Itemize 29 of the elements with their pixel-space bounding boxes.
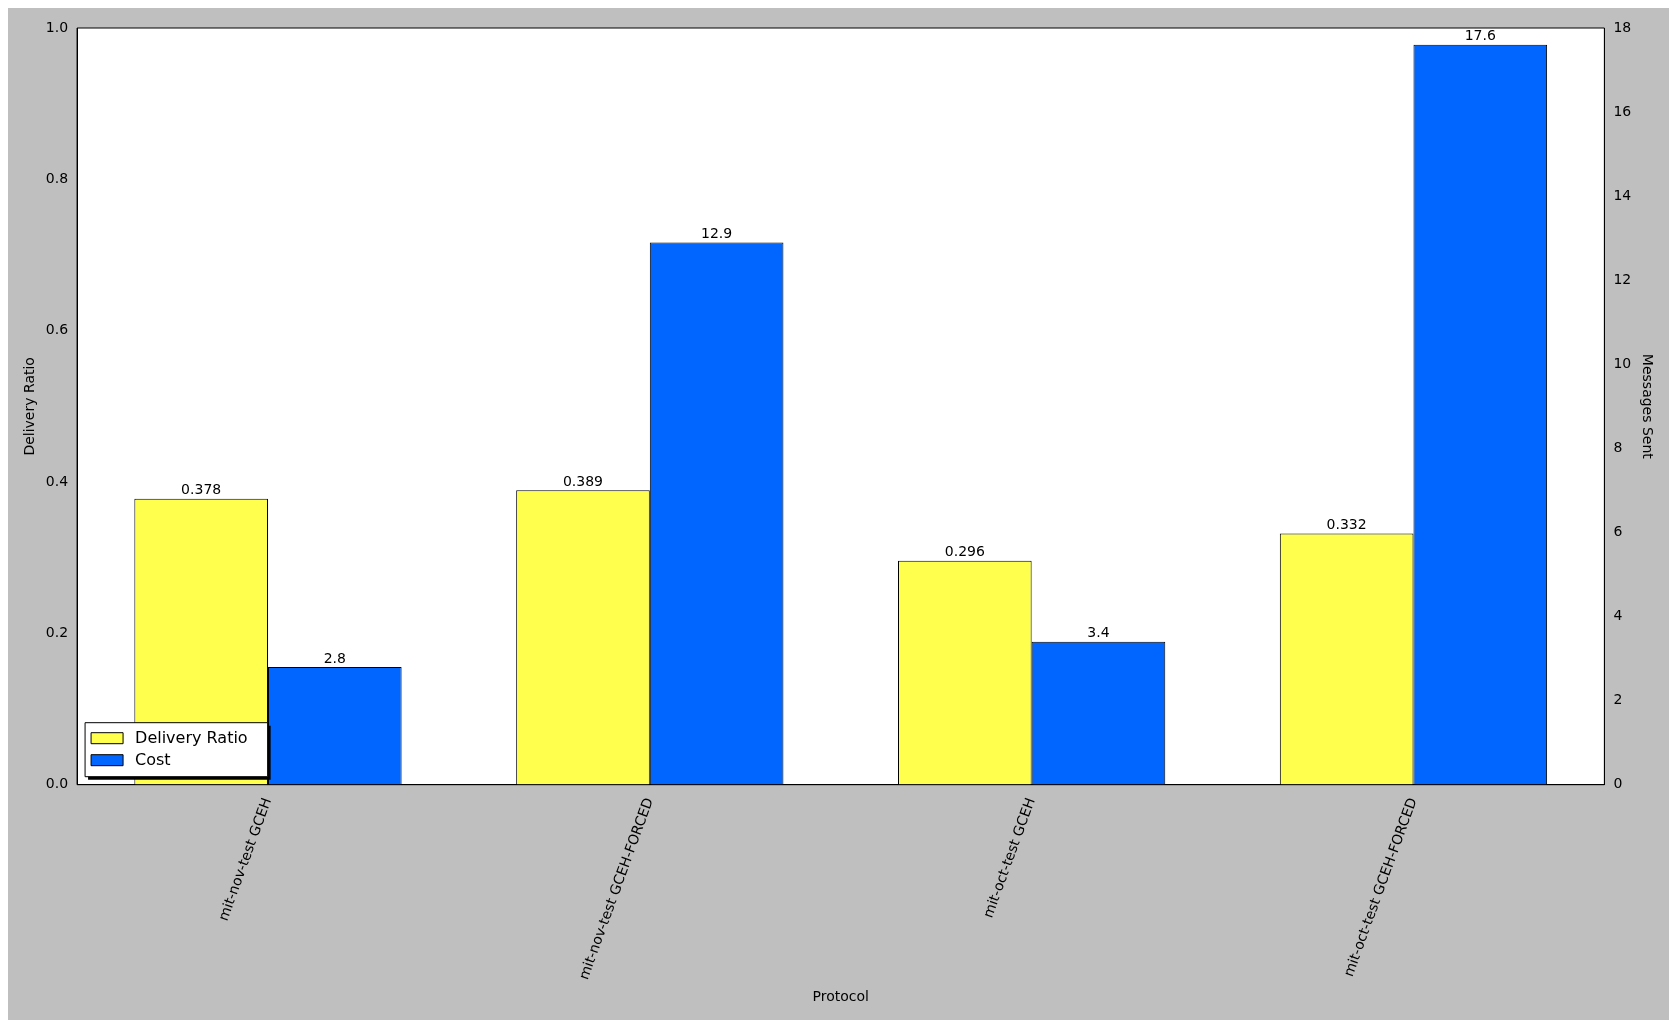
data-label: 3.4: [1087, 624, 1110, 641]
legend-label: Delivery Ratio: [135, 727, 248, 747]
y2-tick-label: 8: [1613, 439, 1623, 456]
y-axis-title: Delivery Ratio: [21, 357, 38, 456]
x-axis-title: Protocol: [812, 988, 869, 1005]
y2-tick-label: 0: [1613, 775, 1623, 792]
data-label: 2.8: [323, 649, 346, 666]
y-tick-label: 0.8: [45, 169, 69, 186]
y2-tick-label: 18: [1613, 18, 1632, 35]
y2-axis-title: Messages Sent: [1639, 353, 1656, 460]
data-label: 0.296: [944, 543, 985, 560]
y-tick-label: 0.0: [45, 775, 69, 792]
y2-tick-label: 2: [1613, 691, 1623, 708]
data-label: 0.389: [562, 472, 604, 489]
y2-tick-label: 16: [1613, 102, 1632, 119]
y2-tick-label: 4: [1613, 607, 1623, 624]
y2-tick-label: 14: [1613, 186, 1632, 203]
y-tick-label: 0.2: [45, 624, 69, 640]
data-label: 17.6: [1464, 27, 1496, 44]
data-label: 12.9: [701, 225, 733, 242]
y-tick-label: 0.6: [45, 321, 69, 338]
y2-tick-label: 12: [1613, 270, 1632, 287]
y-tick-label: 0.4: [45, 472, 69, 489]
data-label: 0.378: [181, 481, 222, 498]
data-label: 0.332: [1326, 516, 1367, 533]
y2-tick-label: 10: [1613, 354, 1632, 371]
y-tick-label: 1.0: [45, 18, 69, 35]
y2-tick-label: 6: [1613, 523, 1623, 540]
legend-label: Cost: [135, 749, 171, 769]
